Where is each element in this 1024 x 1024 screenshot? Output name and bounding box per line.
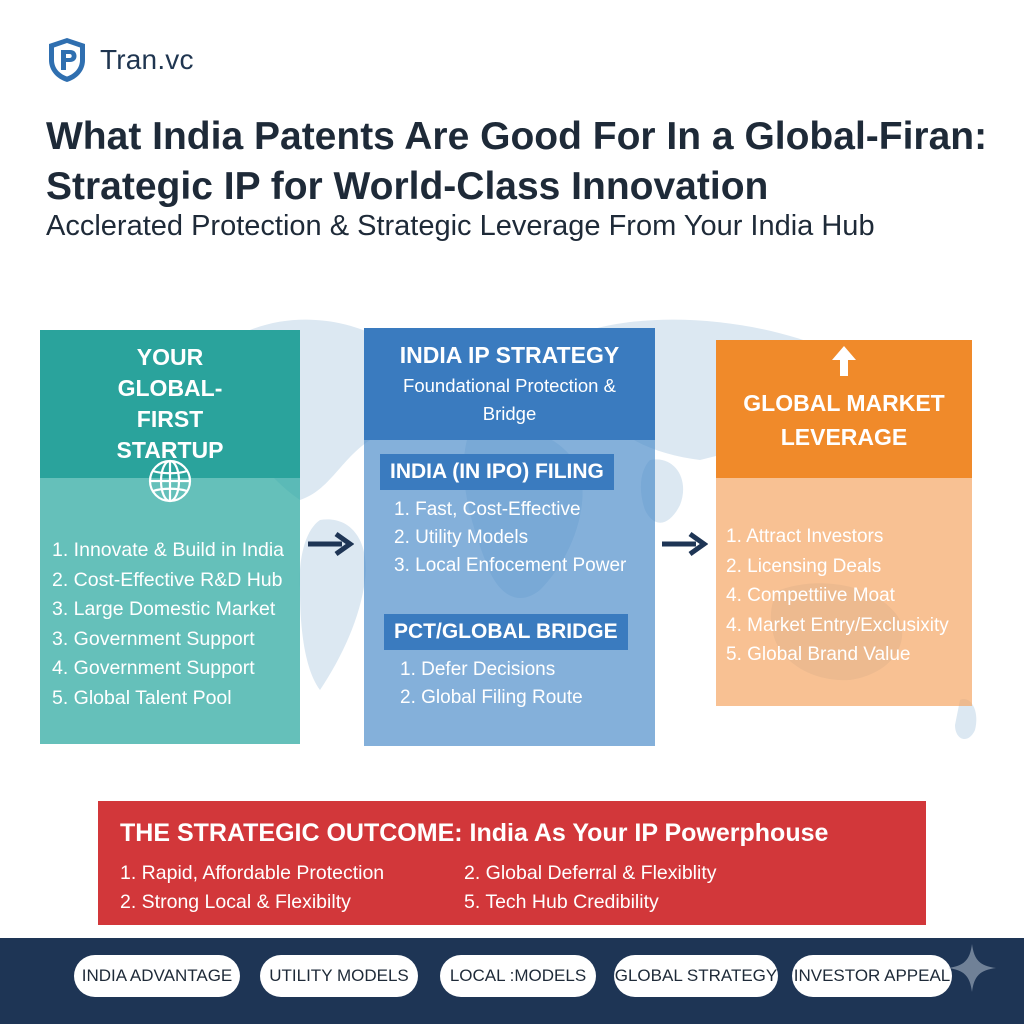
leverage-column: GLOBAL MARKET LEVERAGE 1. Attract Invest…	[716, 340, 972, 706]
outcome-list-left: 1. Rapid, Affordable Protection 2. Stron…	[120, 859, 384, 917]
startup-header: YOUR GLOBAL-FIRST STARTUP	[40, 330, 300, 478]
startup-title: YOUR GLOBAL-FIRST STARTUP	[116, 344, 224, 463]
list-item: 5. Global Brand Value	[726, 644, 911, 665]
strategy-column: INDIA IP STRATEGY Foundational Protectio…	[364, 328, 655, 746]
list-item: 1. Attract Investors	[726, 526, 884, 547]
list-item: 5. Global Talent Pool	[52, 686, 232, 709]
startup-column: YOUR GLOBAL-FIRST STARTUP 1. Innovate & …	[40, 330, 300, 744]
leverage-list: 1. Attract Investors 2. Licensing Deals …	[726, 522, 972, 670]
sparkle-icon	[948, 944, 996, 992]
list-item: 2. Licensing Deals	[726, 555, 882, 577]
outcome-list-right: 2. Global Deferral & Flexiblity 5. Tech …	[464, 859, 717, 917]
outcome-title: THE STRATEGIC OUTCOME: India As Your IP …	[120, 819, 829, 847]
strategy-header: INDIA IP STRATEGY Foundational Protectio…	[364, 328, 655, 440]
list-item: 1. Rapid, Affordable Protection	[120, 862, 385, 884]
list-item: 1. Innovate & Build in India	[52, 539, 284, 561]
leverage-header: GLOBAL MARKET LEVERAGE	[716, 340, 972, 478]
list-item: 2. Global Deferral & Flexiblity	[464, 862, 717, 884]
list-item: 3. Government Support	[52, 627, 255, 650]
pill-investor-appeal[interactable]: INVESTOR APPEAL	[792, 955, 952, 997]
leverage-body: 1. Attract Investors 2. Licensing Deals …	[716, 478, 972, 706]
pill-local-models[interactable]: LOCAL :MODELS	[440, 955, 596, 997]
list-item: 5. Tech Hub Credibility	[464, 891, 659, 913]
list-item: 1. Fast, Cost-Effective	[394, 499, 581, 520]
list-item: 2. Utility Models	[394, 527, 529, 548]
footer-bar: INDIA ADVANTAGE UTILITY MODELS LOCAL :MO…	[0, 938, 1024, 1024]
filing-list: 1. Fast, Cost-Effective 2. Utility Model…	[364, 496, 655, 580]
arrow-right-icon	[308, 531, 354, 557]
pill-utility-models[interactable]: UTILITY MODELS	[260, 955, 418, 997]
pill-global-strategy[interactable]: GLOBAL STRATEGY	[614, 955, 778, 997]
list-item: 3. Local Enfocement Power	[394, 555, 627, 576]
page-title: What India Patents Are Good For In a Glo…	[46, 115, 988, 208]
outcome-box: THE STRATEGIC OUTCOME: India As Your IP …	[98, 801, 926, 925]
filing-heading: INDIA (IN IPO) FILING	[380, 454, 614, 490]
list-item: 4. Market Entry/Exclusixity	[726, 614, 949, 636]
arrow-up-icon	[832, 346, 856, 376]
arrow-right-icon	[662, 531, 708, 557]
list-item: 4. Compettiive Moat	[726, 585, 895, 606]
page-subtitle: Acclerated Protection & Strategic Levera…	[46, 210, 875, 242]
leverage-title: GLOBAL MARKET LEVERAGE	[743, 390, 945, 450]
brand-name: Tran.vc	[100, 44, 194, 75]
bridge-list: 1. Defer Decisions 2. Global Filing Rout…	[364, 656, 655, 712]
list-item: 2. Cost-Effective R&D Hub	[52, 568, 283, 591]
strategy-subtitle: Foundational Protection & Bridge	[403, 375, 616, 424]
list-item: 1. Defer Decisions	[400, 659, 556, 680]
list-item: 3. Large Domestic Market	[52, 598, 276, 620]
list-item: 2. Strong Local & Flexibilty	[120, 891, 351, 913]
list-item: 2. Global Filing Route	[400, 687, 583, 708]
pill-india-advantage[interactable]: INDIA ADVANTAGE	[74, 955, 240, 997]
list-item: 4. Government Support	[52, 657, 255, 679]
startup-list: 1. Innovate & Build in India 2. Cost-Eff…	[52, 536, 300, 713]
bridge-heading: PCT/GLOBAL BRIDGE	[384, 614, 628, 650]
strategy-title: INDIA IP STRATEGY	[399, 342, 620, 368]
shield-p-icon	[49, 38, 85, 82]
globe-icon	[148, 459, 192, 503]
brand-logo[interactable]: Tran.vc	[46, 36, 194, 84]
startup-body: 1. Innovate & Build in India 2. Cost-Eff…	[40, 459, 300, 744]
strategy-body: INDIA (IN IPO) FILING 1. Fast, Cost-Effe…	[364, 440, 655, 746]
